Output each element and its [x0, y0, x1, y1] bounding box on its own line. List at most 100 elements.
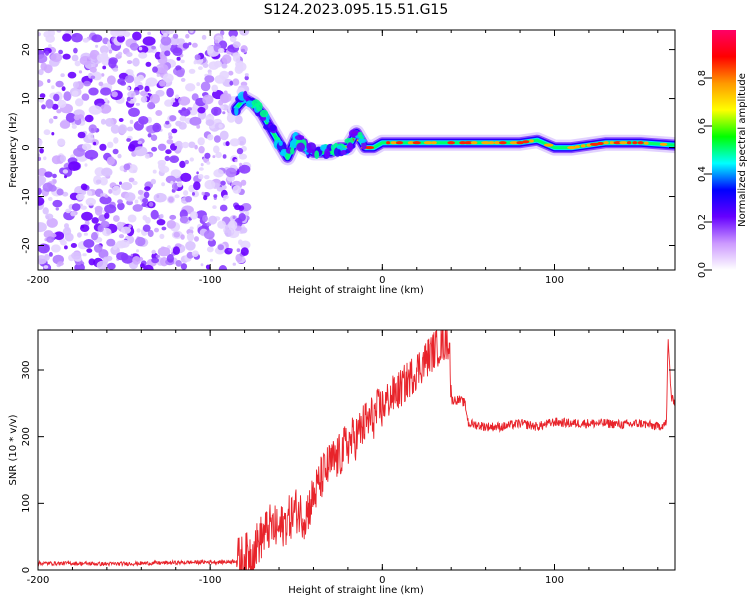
noise-blob	[219, 70, 230, 80]
noise-blob	[137, 74, 145, 81]
noise-blob	[58, 49, 63, 55]
noise-blob	[173, 231, 180, 238]
noise-blob	[228, 248, 233, 252]
noise-blob	[153, 192, 167, 203]
noise-blob	[38, 187, 42, 196]
noise-blob	[218, 47, 225, 54]
noise-blob	[108, 57, 118, 65]
ridge-blob	[251, 99, 261, 107]
noise-blob	[38, 183, 41, 189]
noise-blob	[196, 82, 201, 87]
noise-blob	[143, 264, 154, 270]
noise-blob	[70, 243, 77, 248]
noise-blob	[221, 63, 228, 69]
ridge-core	[344, 131, 668, 150]
noise-blob	[91, 34, 103, 43]
spectrogram-y-tick-label: -10	[21, 188, 32, 204]
noise-blob	[53, 93, 60, 102]
ridge-core-dot	[494, 141, 501, 145]
noise-blob	[202, 63, 209, 68]
noise-blob	[75, 193, 85, 201]
noise-blob	[133, 146, 148, 157]
noise-blob	[124, 192, 136, 202]
noise-blob	[161, 182, 166, 187]
noise-blob	[39, 148, 44, 154]
noise-blob	[240, 48, 246, 53]
ridge-core-dot	[637, 141, 644, 145]
noise-blob	[147, 229, 154, 238]
noise-blob	[211, 106, 222, 116]
noise-blob	[71, 121, 76, 126]
ridge-core-dot	[613, 141, 622, 145]
ridge-core-dot	[499, 141, 507, 145]
noise-blob	[205, 119, 215, 126]
ridge-blob	[357, 131, 363, 138]
ridge-core-dot	[603, 141, 609, 145]
noise-blob	[152, 169, 157, 174]
noise-blob	[162, 73, 174, 83]
noise-blob	[100, 220, 110, 229]
noise-blob	[108, 188, 113, 194]
noise-blob	[159, 213, 164, 219]
noise-blob	[165, 149, 172, 155]
noise-blob	[116, 252, 128, 261]
noise-blob	[91, 232, 98, 241]
noise-blob	[62, 33, 72, 42]
noise-blob	[94, 206, 103, 216]
noise-blob	[47, 79, 51, 83]
noise-blob	[192, 192, 195, 196]
noise-blob	[62, 169, 69, 174]
noise-blob	[175, 65, 182, 71]
noise-blob	[179, 108, 191, 117]
noise-blob	[101, 167, 113, 177]
noise-blob	[128, 177, 135, 183]
noise-blob	[160, 30, 170, 36]
noise-blob	[232, 215, 236, 220]
noise-blob	[104, 212, 110, 219]
snr-series-line	[38, 330, 675, 570]
noise-blob	[196, 124, 201, 129]
snr-x-tick-label: -100	[199, 575, 222, 586]
noise-blob	[83, 80, 91, 87]
noise-blob	[46, 236, 55, 243]
noise-blob	[229, 80, 234, 86]
noise-blob	[118, 234, 125, 239]
noise-blob	[99, 104, 112, 114]
noise-blob	[144, 153, 150, 159]
ridge-core-dot	[364, 146, 375, 150]
noise-blob	[38, 196, 45, 206]
noise-blob	[126, 96, 131, 102]
noise-blob	[51, 244, 61, 253]
noise-blob	[117, 78, 125, 85]
noise-blob	[240, 240, 251, 250]
noise-blob	[180, 172, 192, 182]
noise-blob	[86, 190, 93, 196]
noise-blob	[204, 175, 210, 180]
noise-blob	[154, 227, 159, 233]
noise-blob	[147, 101, 155, 110]
noise-blob	[64, 232, 74, 242]
ridge-core-dot	[529, 139, 534, 143]
ridge-core-dot	[488, 141, 495, 145]
ridge-blob	[292, 132, 298, 142]
noise-blob	[50, 53, 63, 62]
noise-blob	[189, 30, 194, 33]
noise-blob	[38, 80, 44, 87]
noise-blob	[198, 146, 205, 154]
noise-blob	[151, 249, 156, 255]
noise-blob	[110, 124, 120, 134]
noise-blob	[56, 30, 62, 33]
noise-blob	[172, 47, 183, 56]
noise-blob	[117, 199, 123, 204]
noise-blob	[166, 220, 176, 229]
noise-blob	[204, 75, 215, 83]
noise-blob	[38, 32, 41, 37]
noise-blob	[232, 78, 240, 86]
noise-blob	[82, 37, 90, 43]
noise-blob	[80, 205, 87, 210]
noise-blob	[169, 214, 177, 220]
noise-blob	[198, 66, 203, 70]
noise-blob	[194, 236, 199, 242]
noise-blob	[244, 210, 250, 216]
ridge-core-dot	[609, 141, 615, 145]
